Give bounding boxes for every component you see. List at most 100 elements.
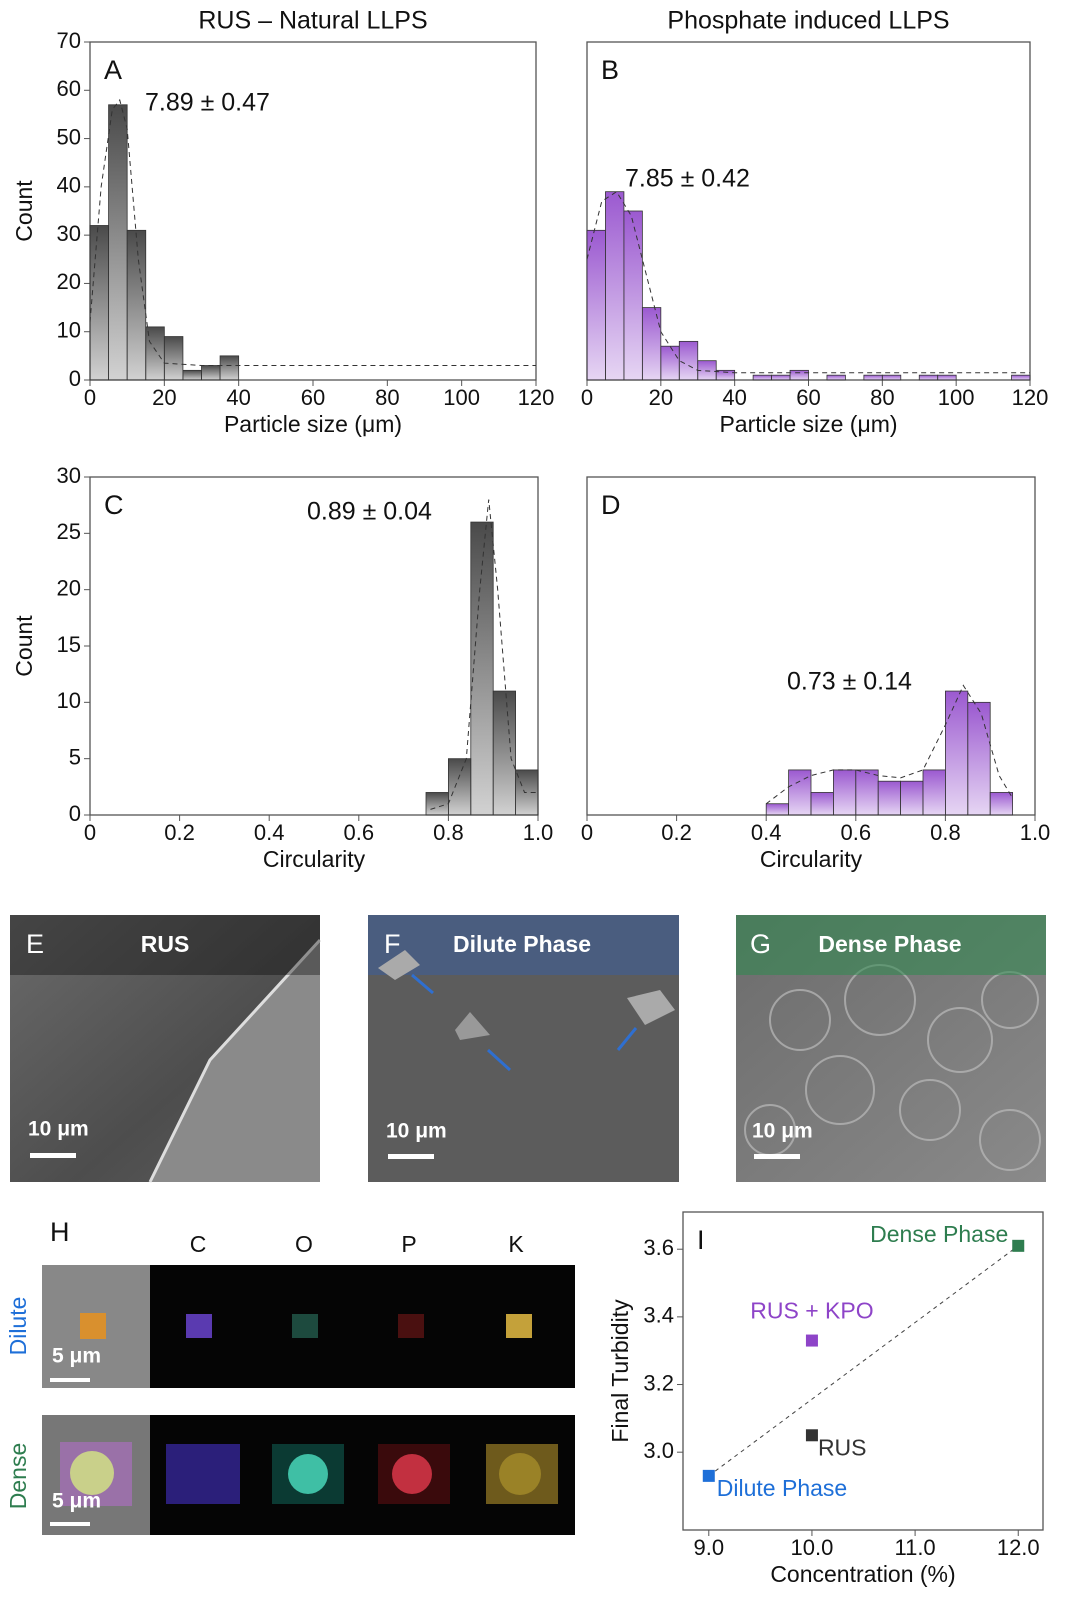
x-tick-label: 60 xyxy=(796,385,820,410)
bar xyxy=(163,336,184,381)
panel-label: I xyxy=(697,1225,705,1255)
droplet-texture xyxy=(744,964,1041,1171)
bar xyxy=(470,521,494,816)
scale-label: 10 μm xyxy=(752,1120,813,1143)
row-label: Dense xyxy=(5,1443,31,1509)
y-tick-label: 40 xyxy=(57,173,81,198)
y-axis-label: Count xyxy=(11,180,37,242)
bar xyxy=(765,803,790,816)
x-tick-label: 0.8 xyxy=(930,820,961,845)
x-axis-label: Circularity xyxy=(760,846,863,872)
element-label: C xyxy=(190,1231,207,1257)
annotation: 7.85 ± 0.42 xyxy=(625,165,750,193)
scale-bar xyxy=(388,1154,434,1159)
y-tick-label: 50 xyxy=(57,124,81,149)
bar xyxy=(877,780,902,816)
bar xyxy=(678,340,699,381)
x-tick-label: 0.6 xyxy=(344,820,375,845)
sem-region xyxy=(150,940,320,1182)
scale-label: 10 μm xyxy=(28,1118,89,1141)
x-tick-label: 80 xyxy=(375,385,399,410)
x-tick-label: 100 xyxy=(443,385,480,410)
bar xyxy=(967,701,991,816)
bar xyxy=(641,307,662,381)
y-tick-label: 3.6 xyxy=(643,1235,674,1260)
crystal xyxy=(455,1012,490,1040)
micrograph-g: G Dense Phase 10 μm xyxy=(736,915,1046,1182)
bar xyxy=(715,369,736,381)
point-label: RUS xyxy=(818,1434,867,1460)
x-tick-label: 0.2 xyxy=(661,820,692,845)
x-tick-label: 120 xyxy=(518,385,555,410)
bar xyxy=(515,769,539,816)
scale-label: 10 μm xyxy=(386,1120,447,1143)
bar xyxy=(219,355,240,381)
y-axis-label: Count xyxy=(11,615,37,677)
bar xyxy=(1011,374,1031,381)
panel-label: F xyxy=(384,929,401,959)
crystal xyxy=(627,990,675,1025)
bar xyxy=(201,365,221,381)
panel-label: C xyxy=(104,490,124,520)
x-tick-label: 0.6 xyxy=(841,820,872,845)
y-tick-label: 20 xyxy=(57,575,81,600)
element-label: K xyxy=(508,1231,524,1257)
micrograph-f: F Dilute Phase 10 μm xyxy=(368,915,679,1182)
fit-curve xyxy=(765,684,1014,805)
bar xyxy=(922,769,946,816)
x-tick-label: 1.0 xyxy=(523,820,554,845)
x-tick-label: 100 xyxy=(938,385,975,410)
x-tick-label: 20 xyxy=(152,385,176,410)
y-tick-label: 15 xyxy=(57,632,81,657)
x-tick-label: 0 xyxy=(581,385,593,410)
y-tick-label: 10 xyxy=(57,318,81,343)
bar xyxy=(108,104,128,381)
element-label: P xyxy=(401,1231,416,1257)
element-label: O xyxy=(295,1231,313,1257)
scale-bar xyxy=(754,1154,800,1159)
edx-region xyxy=(506,1314,532,1338)
fit-curve xyxy=(586,190,1030,374)
x-tick-label: 0 xyxy=(84,385,96,410)
point xyxy=(702,1469,715,1482)
y-tick-label: 0 xyxy=(69,366,81,391)
point-label: Dilute Phase xyxy=(717,1475,847,1501)
micrograph-e: E RUS 10 μm xyxy=(10,915,322,1183)
edx-region xyxy=(80,1313,106,1339)
x-tick-label: 60 xyxy=(301,385,325,410)
x-axis-label: Particle size (μm) xyxy=(224,411,402,437)
x-tick-label: 1.0 xyxy=(1020,820,1051,845)
arrow xyxy=(616,1027,638,1051)
header-band xyxy=(10,915,320,975)
bar xyxy=(586,229,606,381)
y-tick-label: 30 xyxy=(57,221,81,246)
bar xyxy=(660,345,680,381)
crystal xyxy=(378,950,420,980)
x-tick-label: 0 xyxy=(581,820,593,845)
fit-curve xyxy=(89,98,536,367)
panel-label: D xyxy=(601,490,621,520)
bar xyxy=(833,769,857,816)
y-tick-label: 0 xyxy=(69,801,81,826)
x-axis-label: Particle size (μm) xyxy=(719,411,897,437)
x-tick-label: 9.0 xyxy=(693,1535,724,1560)
y-tick-label: 5 xyxy=(69,744,81,769)
bar xyxy=(937,374,957,381)
scale-bar xyxy=(30,1153,76,1158)
bar xyxy=(900,780,924,816)
annotation: 7.89 ± 0.47 xyxy=(145,89,270,117)
bar xyxy=(126,229,147,381)
bar xyxy=(447,758,472,816)
annotation: 0.73 ± 0.14 xyxy=(787,668,912,696)
edx-region xyxy=(398,1314,424,1338)
chart-title: Phosphate induced LLPS xyxy=(667,7,949,35)
x-tick-label: 0.4 xyxy=(254,820,285,845)
x-tick-label: 12.0 xyxy=(997,1535,1040,1560)
image-title: RUS xyxy=(141,931,190,957)
scale-label: 5 μm xyxy=(52,1345,101,1368)
edx-droplet xyxy=(392,1454,432,1494)
x-axis-label: Concentration (%) xyxy=(770,1561,955,1587)
bar xyxy=(826,374,846,381)
point xyxy=(805,1334,818,1347)
bar xyxy=(989,792,1014,816)
